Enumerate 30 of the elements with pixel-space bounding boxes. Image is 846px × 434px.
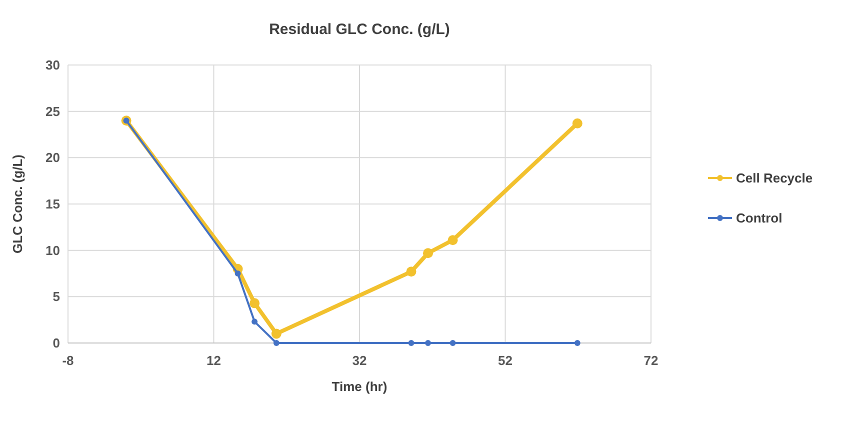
x-tick-label: 32 xyxy=(352,353,367,368)
x-tick-label: 12 xyxy=(206,353,221,368)
y-tick-label: 10 xyxy=(46,242,60,258)
y-axis-title: GLC Conc. (g/L) xyxy=(10,154,25,254)
legend-label: Cell Recycle xyxy=(736,170,813,186)
point xyxy=(448,235,458,246)
y-tick-label: 30 xyxy=(46,58,60,73)
point xyxy=(574,340,580,346)
point xyxy=(408,340,414,346)
point xyxy=(406,266,416,277)
y-tick-label: 20 xyxy=(46,150,60,166)
x-axis-title: Time (hr) xyxy=(332,379,388,394)
chart-title: Residual GLC Conc. (g/L) xyxy=(269,21,450,38)
point xyxy=(450,340,456,346)
y-tick-label: 5 xyxy=(52,289,60,304)
point xyxy=(425,340,432,346)
y-tick-label: 0 xyxy=(52,336,60,351)
x-tick-label: 52 xyxy=(498,353,512,368)
x-tick-label: -8 xyxy=(62,353,74,368)
point xyxy=(250,298,260,308)
point xyxy=(271,328,282,339)
point xyxy=(252,318,258,325)
point xyxy=(423,248,434,258)
point xyxy=(572,118,582,128)
y-tick-label: 25 xyxy=(46,104,60,119)
legend-label: Control xyxy=(736,210,782,226)
point xyxy=(273,340,280,346)
x-tick-label: 72 xyxy=(644,353,658,368)
point xyxy=(234,270,241,276)
y-tick-label: 15 xyxy=(46,196,60,212)
